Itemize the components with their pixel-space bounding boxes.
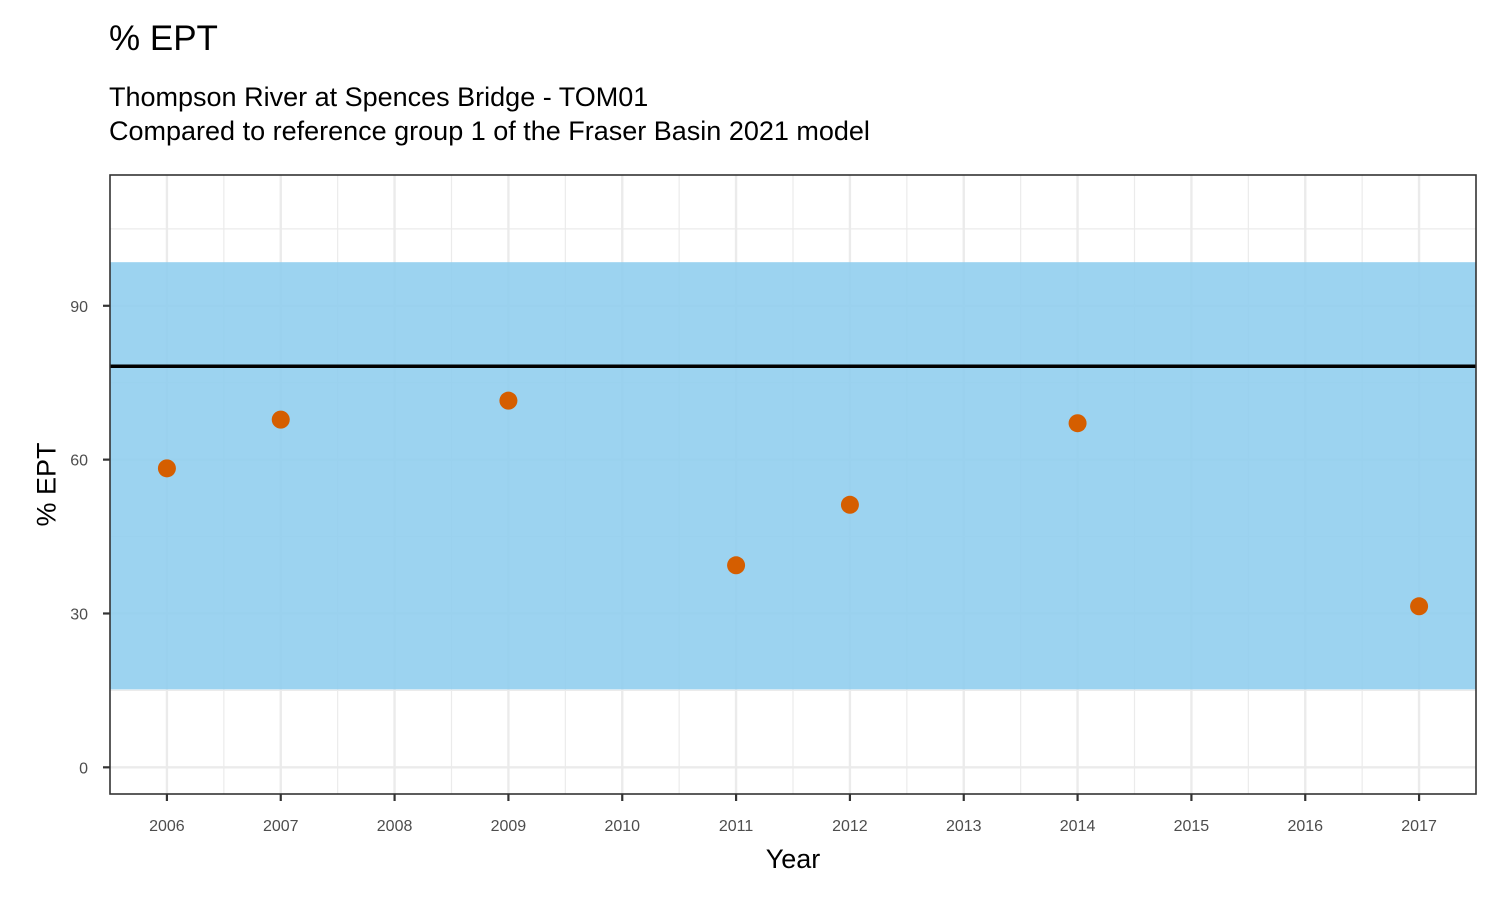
x-tick-label: 2008 [377, 818, 413, 835]
y-tick-label: 0 [79, 760, 88, 777]
x-tick-label: 2012 [832, 818, 868, 835]
chart-subtitle: Thompson River at Spences Bridge - TOM01… [109, 80, 870, 148]
chart-title: % EPT [109, 19, 218, 58]
x-tick-label: 2013 [946, 818, 982, 835]
x-tick-label: 2010 [604, 818, 640, 835]
plot-panel-border [109, 174, 1477, 795]
x-axis-title: Year [766, 844, 821, 874]
subtitle-line-1: Thompson River at Spences Bridge - TOM01 [109, 82, 649, 112]
x-axis-ticks: 2006 2007 2008 2009 2010 2011 2012 2013 2014 2015… [149, 794, 1437, 835]
y-tick-label: 30 [70, 606, 88, 623]
x-tick-label: 2009 [491, 818, 527, 835]
reference-band [110, 262, 1476, 690]
x-tick-label: 2007 [263, 818, 299, 835]
data-point [840, 495, 859, 514]
subtitle-line-2: Compared to reference group 1 of the Fra… [109, 116, 870, 146]
x-tick-label: 2016 [1287, 818, 1323, 835]
y-tick-label: 60 [70, 453, 88, 470]
x-tick-label: 2017 [1401, 818, 1437, 835]
data-point [1068, 414, 1087, 433]
data-point [1410, 597, 1429, 616]
data-point [157, 459, 176, 478]
data-point [271, 410, 290, 429]
x-tick-label: 2015 [1174, 818, 1210, 835]
x-tick-label: 2006 [149, 818, 185, 835]
data-point [727, 556, 746, 575]
data-point [499, 391, 518, 410]
y-axis-title: % EPT [31, 442, 61, 526]
data-points [157, 391, 1429, 616]
y-axis-ticks: 0 30 60 90 [70, 299, 110, 777]
y-tick-label: 90 [70, 299, 88, 316]
x-tick-label: 2014 [1060, 818, 1096, 835]
x-tick-label: 2011 [719, 818, 754, 835]
